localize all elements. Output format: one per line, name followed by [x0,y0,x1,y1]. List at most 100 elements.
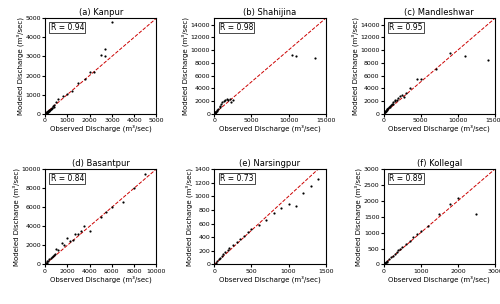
Point [212,109,220,114]
Point [385,256,393,261]
Point [446,202,454,206]
Point [90,69,98,74]
Point [224,248,232,253]
Point [406,86,413,91]
Point [382,261,390,265]
Point [214,259,222,264]
Point [96,214,104,219]
Point [215,257,223,261]
X-axis label: Observed Discharge (m³/sec): Observed Discharge (m³/sec) [219,124,321,132]
Point [50,105,58,109]
Point [44,109,52,113]
Point [229,98,237,103]
Point [380,111,388,116]
Point [68,88,76,93]
Point [46,256,54,261]
Point [400,94,407,99]
Point [80,224,88,229]
Point [394,248,402,253]
Point [387,255,395,260]
Point [42,111,50,116]
Point [44,109,52,114]
Point [413,76,421,81]
Point [219,252,227,257]
Point [228,99,235,104]
Y-axis label: Modeled Discharge (m³/sec): Modeled Discharge (m³/sec) [16,17,24,115]
Point [380,261,388,266]
Point [248,226,256,231]
Point [225,246,233,250]
Point [307,184,315,188]
Point [42,111,50,116]
Point [223,97,231,102]
Point [310,55,318,60]
Point [43,110,51,115]
Point [43,258,51,263]
Point [240,233,248,238]
Point [244,230,252,235]
Point [416,229,424,233]
Point [436,211,444,216]
Point [42,110,50,115]
Point [314,177,322,182]
Point [292,203,300,208]
Point [44,109,52,114]
Point [224,98,232,103]
Point [44,258,52,263]
Point [384,105,392,110]
Point [48,254,56,259]
Point [462,54,469,59]
Point [383,107,391,112]
Point [216,104,224,109]
Point [406,238,413,243]
Title: (b) Shahijina: (b) Shahijina [244,9,296,17]
Point [382,107,390,112]
Point [211,110,219,115]
Point [42,260,50,265]
Point [42,260,50,265]
Point [216,105,224,110]
Point [42,110,50,115]
Point [382,108,390,113]
Point [101,46,109,51]
Point [284,202,292,207]
Point [108,205,116,210]
Point [382,259,390,264]
Text: R = 0.73: R = 0.73 [220,174,254,183]
Point [432,67,440,71]
Point [58,241,66,246]
Point [384,106,392,111]
Point [66,238,74,243]
Point [384,258,392,263]
Point [277,206,285,210]
Point [288,53,296,57]
Point [232,240,240,244]
Point [388,101,396,106]
Point [74,81,82,85]
Point [46,107,54,112]
Point [46,106,54,111]
Title: (e) Narsingpur: (e) Narsingpur [240,159,300,168]
Point [43,110,51,115]
Point [108,20,116,25]
Point [222,250,230,255]
Point [54,248,62,253]
Point [394,95,402,100]
Point [381,109,389,114]
Point [212,110,220,115]
Point [49,104,57,109]
Point [300,191,308,195]
Point [396,246,404,251]
Point [389,253,397,258]
Point [50,253,58,257]
Point [48,105,56,110]
Y-axis label: Modeled Discharge (m³/sec): Modeled Discharge (m³/sec) [12,168,20,266]
Point [64,235,72,240]
Point [398,92,406,97]
Point [218,100,226,105]
Point [59,93,67,98]
Point [217,102,225,107]
Point [214,106,222,111]
Point [392,98,400,103]
Point [46,107,54,112]
